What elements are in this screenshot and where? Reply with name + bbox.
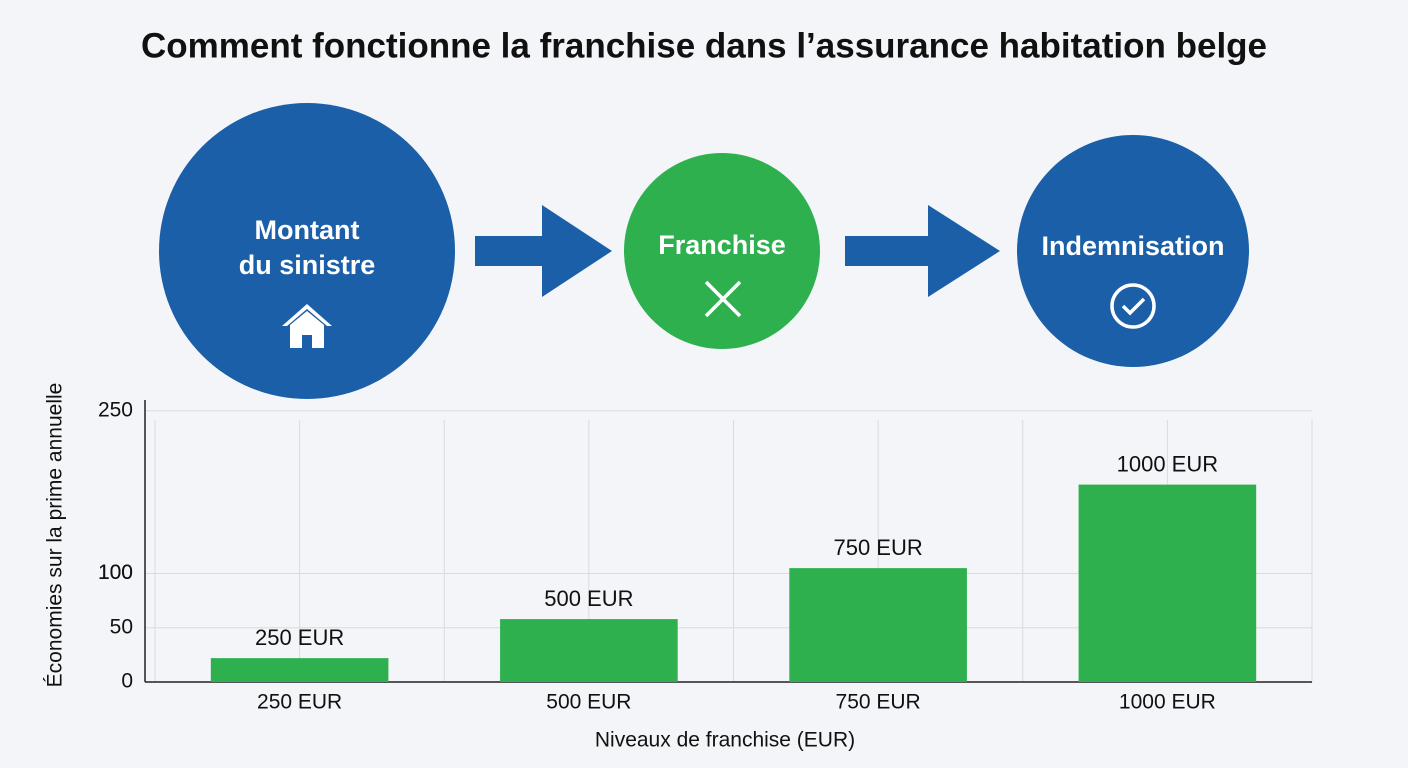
house-icon (282, 304, 332, 348)
bar (500, 619, 678, 682)
bar-label: 750 EUR (833, 535, 922, 560)
node-label: Indemnisation (1041, 231, 1224, 261)
bar (789, 568, 967, 682)
cross-icon (704, 280, 742, 318)
node-label: Montant du sinistre (239, 215, 376, 280)
node-circle (159, 103, 455, 399)
y-tick-label: 100 (98, 561, 133, 584)
bar (210, 658, 389, 682)
node-circle (624, 153, 820, 349)
bar-label: 250 EUR (255, 625, 344, 650)
bar-label: 1000 EUR (1117, 451, 1219, 476)
arrow (475, 205, 612, 297)
x-tick-label: 750 EUR (836, 691, 921, 714)
node-label: Franchise (658, 230, 786, 260)
x-tick-label: 500 EUR (546, 691, 631, 714)
node-circle (1017, 135, 1249, 367)
y-axis-label: Économies sur la prime annuelle (44, 383, 67, 688)
bar-label: 500 EUR (544, 586, 633, 611)
check-icon (1110, 283, 1156, 329)
arrow (845, 205, 1000, 297)
y-tick-label: 0 (121, 670, 133, 693)
x-tick-label: 250 EUR (257, 691, 342, 714)
y-tick-label: 100 (98, 561, 133, 584)
y-tick-label: 250 (98, 398, 133, 421)
x-axis-label: Niveaux de franchise (EUR) (595, 729, 855, 752)
y-tick-label: 50 (110, 615, 133, 638)
bar (1078, 484, 1257, 682)
x-tick-label: 1000 EUR (1119, 691, 1216, 714)
title: Comment fonctionne la franchise dans l’a… (141, 26, 1267, 65)
